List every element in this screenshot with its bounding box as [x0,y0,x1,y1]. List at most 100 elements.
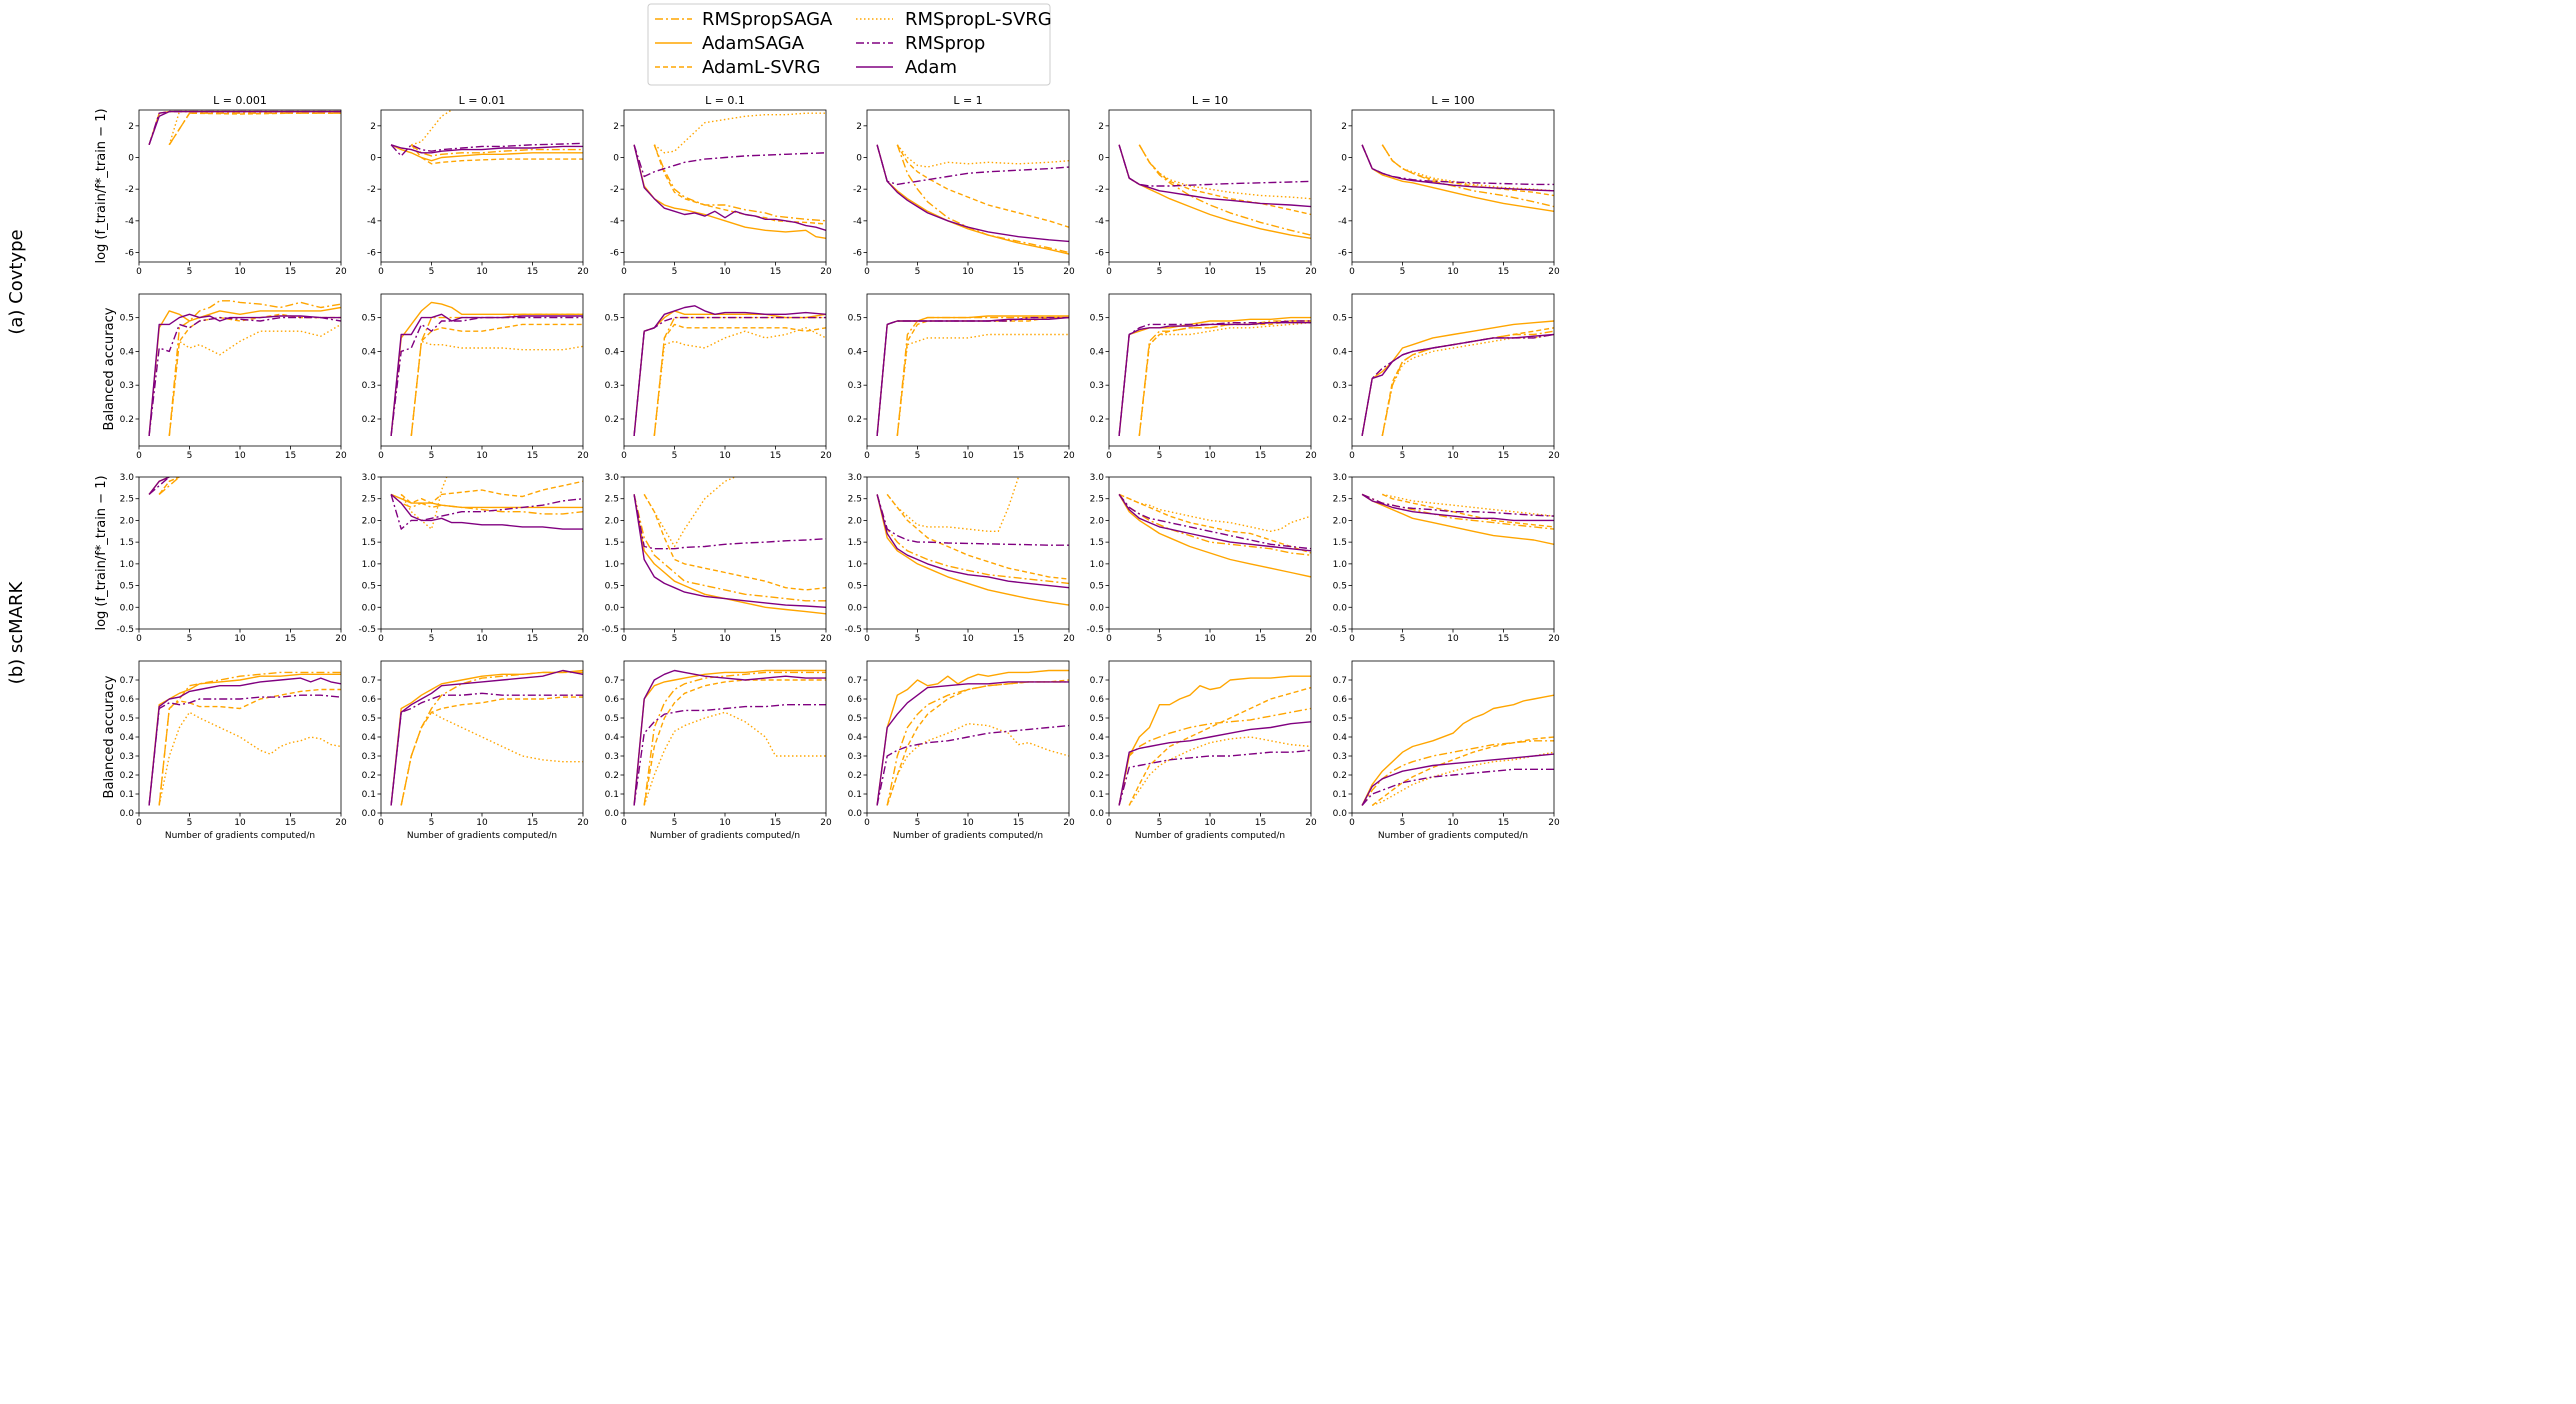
x-tick-label: 5 [672,634,678,644]
axes-frame [1351,660,1555,814]
y-tick-label: -4 [367,217,376,227]
series-line-rmspropsaga [633,494,826,602]
y-tick-label: 3.0 [1333,473,1348,483]
subplot-covtype-balanced_accuracy-1: 0 5 10 15 20 0.2 0.3 0.4 0.5 [120,293,347,461]
series-line-rmspropsaga [158,477,180,495]
x-tick-label: 0 [621,634,627,644]
x-tick-label: 20 [1548,451,1560,461]
y-tick-label: -0.5 [1329,625,1347,635]
plot-area [876,315,1069,436]
x-tick-label: 15 [285,634,296,644]
x-tick-label: 15 [770,634,781,644]
subplot-scmark-loss-4: 0 5 10 15 20 -0.5 0.0 0.5 1.0 1.5 2.0 2.5 3.0 [844,473,1075,644]
series-line-rmspropl-svrg [168,110,341,146]
series-line-rmspropl-svrg [410,340,583,436]
series-line-adaml-svrg [1371,736,1554,806]
x-tick-label: 10 [962,818,974,828]
col-title-l-10: L = 10 [1192,94,1228,107]
subplot-covtype-loss-5: 0 5 10 15 20 -6 -4 -2 0 2 [1095,109,1317,277]
axes-frame [380,293,584,447]
x-tick-label: 5 [1157,267,1163,277]
col-title-l-0.1: L = 0.1 [705,94,745,107]
y-tick-label: -2 [853,185,862,195]
y-tick-label: 0.2 [362,415,376,425]
y-tick-label: 0.3 [605,381,619,391]
y-tick-label: 0 [856,154,862,164]
y-tick-label: 0.3 [1090,752,1104,762]
x-tick-label: 20 [577,818,589,828]
subplot-covtype-balanced_accuracy-4: 0 5 10 15 20 0.2 0.3 0.4 0.5 [848,293,1075,461]
series-line-adaml-svrg [886,493,1069,580]
y-tick-label: 1.5 [362,538,376,548]
legend-label: RMSpropL-SVRG [905,9,1052,30]
series-line-adaml-svrg [400,696,583,806]
y-tick-label: 0.0 [120,809,135,819]
y-tick-label: 0.5 [1333,582,1347,592]
y-tick-label: 2.0 [1333,516,1348,526]
x-tick-label: 20 [1305,451,1317,461]
x-tick-label: 20 [820,451,832,461]
y-tick-label: 0.0 [362,603,377,613]
axes-frame [380,476,584,630]
series-line-rmsprop [1361,144,1554,186]
axes-frame [623,109,827,263]
y-tick-label: 2 [1341,122,1347,132]
y-tick-label: 2 [613,122,619,132]
y-tick-label: -6 [1338,249,1347,259]
x-tick-label: 0 [1106,267,1112,277]
y-tick-label: 0 [613,154,619,164]
y-tick-label: 0.2 [1090,415,1104,425]
series-line-adam [148,477,170,495]
y-tick-label: 0.5 [120,582,134,592]
series-line-adamsaga [1118,316,1311,436]
series-line-adaml-svrg [1138,144,1311,216]
subplot-covtype-loss-2: 0 5 10 15 20 -6 -4 -2 0 2 [367,109,589,277]
x-tick-label: 0 [621,267,627,277]
series-line-adaml-svrg [896,144,1069,228]
x-tick-label: 5 [1157,818,1163,828]
series-line-adamsaga [876,494,1069,606]
y-tick-label: 2.0 [605,516,620,526]
series-line-adam [876,144,1069,243]
x-tick-label: 0 [136,818,142,828]
series-line-rmspropl-svrg [1138,322,1311,436]
x-tick-label: 5 [1400,451,1406,461]
y-tick-label: 2.0 [120,516,135,526]
x-tick-label: 0 [136,634,142,644]
series-line-adam [390,144,583,154]
series-line-adamsaga [390,669,583,806]
x-tick-label: 15 [1013,634,1024,644]
x-tick-label: 15 [527,267,538,277]
series-line-rmspropsaga [1118,493,1311,556]
y-tick-label: 0.0 [120,603,135,613]
series-line-rmspropl-svrg [896,144,1069,168]
y-tick-label: 2.5 [120,495,134,505]
x-tick-label: 20 [1063,634,1075,644]
legend-item-adamsaga: AdamSAGA [655,33,805,54]
y-tick-label: 2 [370,122,376,132]
x-tick-label: 5 [187,451,193,461]
series-line-adam [148,677,341,806]
y-tick-label: 0.7 [848,676,862,686]
y-tick-label: 1.0 [605,560,620,570]
subplot-scmark-balanced_accuracy-3: 0 5 10 15 20 0.0 0.1 0.2 0.3 0.4 0.5 0.6 0.7 [605,660,832,828]
figure-canvas: RMSpropSAGA AdamSAGA AdamL-SVRG RMSpropL… [6,3,1560,841]
series-line-adam [1118,322,1311,436]
series-line-rmspropsaga [886,681,1069,806]
y-tick-label: 0.2 [605,415,619,425]
series-line-rmspropsaga [158,671,341,806]
legend-item-rmspropl-svrg: RMSpropL-SVRG [856,9,1052,30]
y-tick-label: 0.4 [120,733,135,743]
x-tick-label: 0 [864,634,870,644]
x-tick-label: 15 [527,818,538,828]
x-tick-label: 10 [1447,818,1459,828]
plot-area [633,112,826,239]
y-tick-label: 0.0 [362,809,377,819]
series-line-rmspropsaga [653,316,826,436]
y-tick-label: 1.5 [1090,538,1104,548]
axes-frame [1108,109,1312,263]
plot-area [633,669,826,806]
y-tick-label: 0.4 [848,733,863,743]
x-tick-label: 5 [1400,634,1406,644]
y-tick-label: -6 [367,249,376,259]
